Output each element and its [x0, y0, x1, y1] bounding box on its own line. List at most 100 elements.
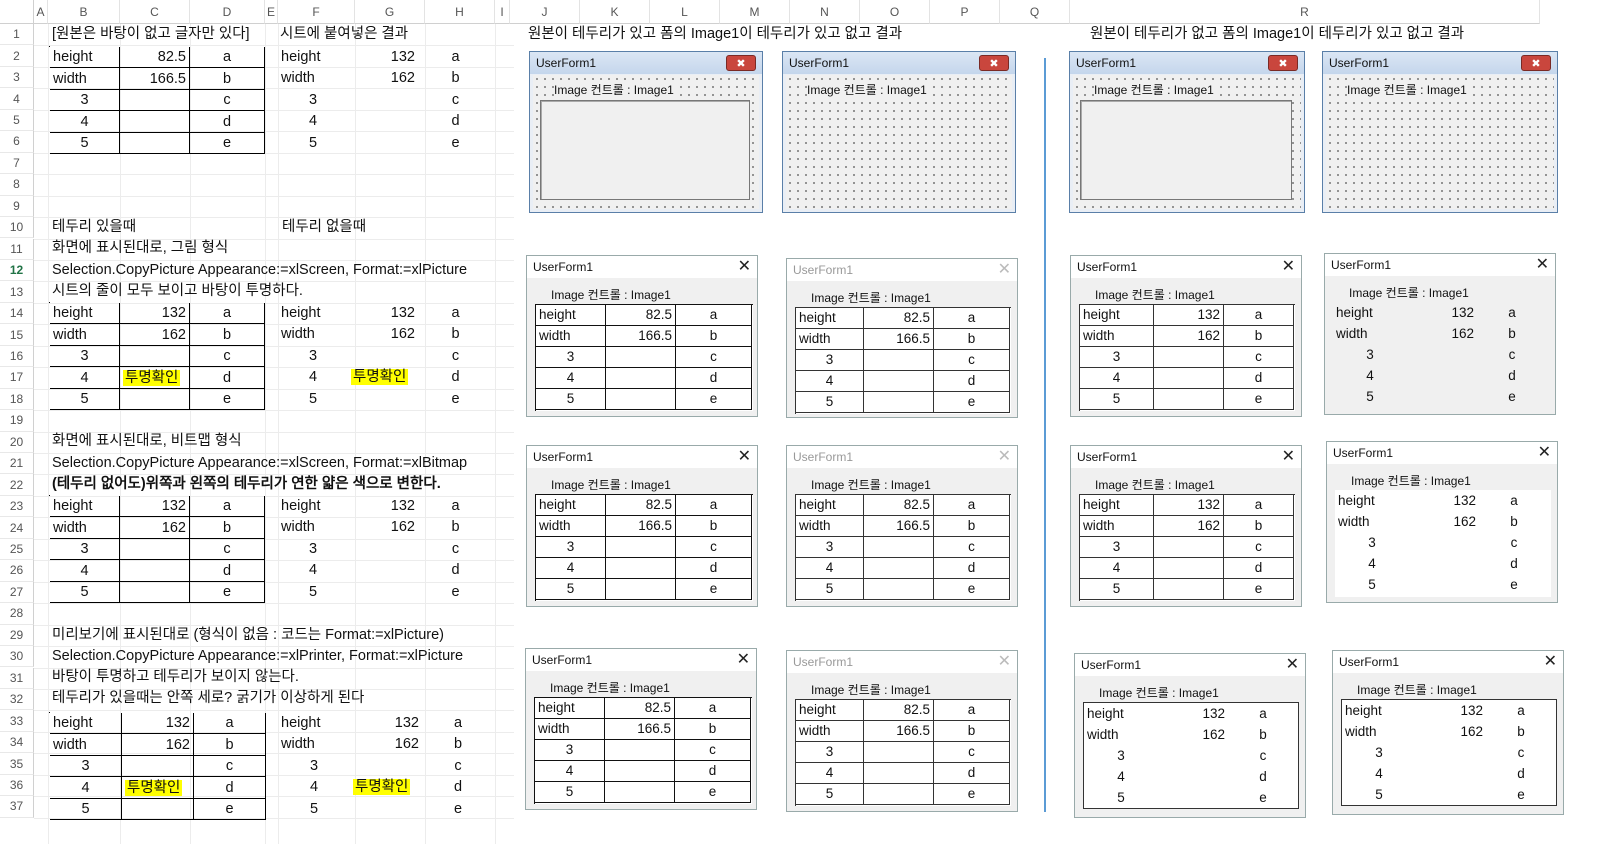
close-icon[interactable]: ✖: [1521, 55, 1551, 71]
table-cell[interactable]: c: [190, 89, 265, 112]
table-cell[interactable]: 162: [120, 517, 190, 539]
table-cell[interactable]: [120, 388, 190, 411]
image1-picture[interactable]: height 132 a width 162 b 3 c 4 d 5 e: [1079, 494, 1295, 601]
column-header-l[interactable]: L: [650, 0, 720, 24]
row-header-29[interactable]: 29: [0, 624, 34, 647]
row-header-30[interactable]: 30: [0, 646, 34, 668]
table-cell[interactable]: 3: [50, 538, 120, 561]
cell-b32[interactable]: 테두리가 있을때는 안쪽 세로? 굵기가 이상하게 된다: [52, 690, 365, 706]
select-all-corner[interactable]: [0, 0, 34, 24]
row-header-26[interactable]: 26: [0, 560, 34, 582]
cell-b20[interactable]: 화면에 표시된대로, 비트맵 형식: [52, 433, 242, 449]
table-cell[interactable]: height: [50, 303, 120, 325]
row-header-20[interactable]: 20: [0, 431, 34, 453]
table-cell[interactable]: width: [50, 734, 122, 756]
table-cell[interactable]: 5: [50, 798, 122, 821]
image1-picture[interactable]: height 132 a width 162 b 3 c 4 d 5 e: [1079, 304, 1295, 411]
table-cell[interactable]: c: [451, 540, 460, 557]
row-header-37[interactable]: 37: [0, 796, 34, 818]
table-cell[interactable]: 5: [50, 388, 120, 411]
row-header-12[interactable]: 12: [0, 259, 34, 282]
image1-picture[interactable]: height 82.5 a width 166.5 b 3 c 4 d 5 e: [535, 494, 753, 601]
table-cell[interactable]: a: [451, 304, 460, 321]
table-cell[interactable]: height: [50, 47, 120, 69]
row-header-21[interactable]: 21: [0, 453, 34, 475]
table-cell[interactable]: b: [190, 517, 265, 539]
image1-control[interactable]: [1080, 100, 1292, 200]
cell-b29[interactable]: 미리보기에 표시된대로 (형식이 없음 : 코드는 Format:=xlPict…: [52, 627, 444, 643]
row-header-1[interactable]: 1: [0, 24, 34, 46]
row-header-33[interactable]: 33: [0, 710, 34, 732]
table-cell[interactable]: width: [50, 517, 120, 539]
table-cell[interactable]: d: [190, 111, 265, 133]
row-header-34[interactable]: 34: [0, 731, 34, 754]
table-cell[interactable]: 3: [309, 757, 319, 774]
cell-f1[interactable]: 시트에 붙여넣은 결과: [280, 26, 409, 42]
table-cell[interactable]: 162: [390, 519, 415, 536]
column-header-n[interactable]: N: [790, 0, 860, 24]
table-cell[interactable]: d: [451, 113, 460, 130]
table-cell[interactable]: b: [194, 734, 266, 756]
table-cell[interactable]: d: [451, 562, 460, 579]
column-header-i[interactable]: I: [495, 0, 510, 24]
cell-b13[interactable]: 시트의 줄이 모두 보이고 바탕이 투명하다.: [52, 283, 303, 299]
close-icon[interactable]: ✕: [1281, 258, 1295, 275]
table-cell[interactable]: [348, 89, 418, 110]
table-cell[interactable]: d: [451, 369, 460, 386]
image1-picture[interactable]: height 82.5 a width 166.5 b 3 c 4 d 5 e: [795, 494, 1011, 601]
table-cell[interactable]: 4: [50, 367, 120, 389]
table-cell[interactable]: b: [453, 736, 463, 753]
table-cell[interactable]: 132: [122, 713, 194, 735]
table-cell[interactable]: 투명확인: [350, 776, 422, 797]
table-cell[interactable]: 162: [394, 736, 419, 753]
table-cell[interactable]: [120, 345, 190, 368]
image1-picture[interactable]: height 132 a width 162 b 3 c 4 d 5 e: [1341, 699, 1557, 806]
row-header-32[interactable]: 32: [0, 688, 34, 711]
table-cell[interactable]: a: [451, 48, 460, 65]
row-header-8[interactable]: 8: [0, 174, 34, 196]
close-icon[interactable]: ✕: [737, 448, 751, 465]
table-cell[interactable]: 3: [50, 89, 120, 112]
row-header-35[interactable]: 35: [0, 753, 34, 775]
table-cell[interactable]: [122, 798, 194, 821]
cell-j1[interactable]: 원본이 테두리가 있고 폼의 Image1이 테두리가 있고 없고 결과: [528, 26, 903, 42]
image1-picture[interactable]: height 132 a width 162 b 3 c 4 d 5 e: [1083, 702, 1299, 809]
image1-picture[interactable]: height 82.5 a width 166.5 b 3 c 4 d 5 e: [795, 699, 1011, 806]
image1-picture[interactable]: height 82.5 a width 166.5 b 3 c 4 d 5 e: [795, 307, 1011, 414]
table-cell[interactable]: a: [194, 713, 266, 735]
table-cell[interactable]: b: [190, 68, 265, 90]
table-cell[interactable]: 132: [120, 303, 190, 325]
table-cell[interactable]: c: [454, 757, 462, 774]
table-cell[interactable]: 82.5: [120, 47, 190, 69]
table-cell[interactable]: 4: [308, 562, 318, 579]
table-cell[interactable]: 3: [308, 540, 318, 557]
row-header-5[interactable]: 5: [0, 109, 34, 132]
cell-r1[interactable]: 원본이 테두리가 없고 폼의 Image1이 테두리가 있고 없고 결과: [1090, 26, 1465, 42]
table-cell[interactable]: e: [190, 132, 265, 155]
close-icon[interactable]: ✕: [1537, 444, 1551, 461]
table-cell[interactable]: 투명확인: [348, 366, 418, 387]
table-cell[interactable]: 132: [120, 496, 190, 518]
row-header-2[interactable]: 2: [0, 45, 34, 67]
table-cell[interactable]: d: [194, 777, 266, 799]
table-cell[interactable]: 4: [308, 369, 318, 386]
table-cell[interactable]: [348, 559, 418, 580]
table-cell[interactable]: width: [281, 326, 315, 343]
table-cell[interactable]: [348, 538, 418, 559]
table-cell[interactable]: a: [190, 496, 265, 518]
table-cell[interactable]: height: [281, 48, 321, 65]
close-icon[interactable]: ✖: [1268, 55, 1298, 71]
table-cell[interactable]: e: [194, 798, 266, 821]
row-header-4[interactable]: 4: [0, 88, 34, 110]
table-cell[interactable]: [348, 345, 418, 366]
row-header-18[interactable]: 18: [0, 388, 34, 411]
table-cell[interactable]: height: [281, 497, 321, 514]
column-header-f[interactable]: F: [278, 0, 355, 24]
table-cell[interactable]: 132: [390, 48, 415, 65]
table-cell[interactable]: height: [50, 496, 120, 518]
row-header-7[interactable]: 7: [0, 152, 34, 175]
table-cell[interactable]: 166.5: [120, 68, 190, 90]
table-cell[interactable]: height: [281, 714, 321, 731]
table-cell[interactable]: e: [190, 388, 265, 411]
